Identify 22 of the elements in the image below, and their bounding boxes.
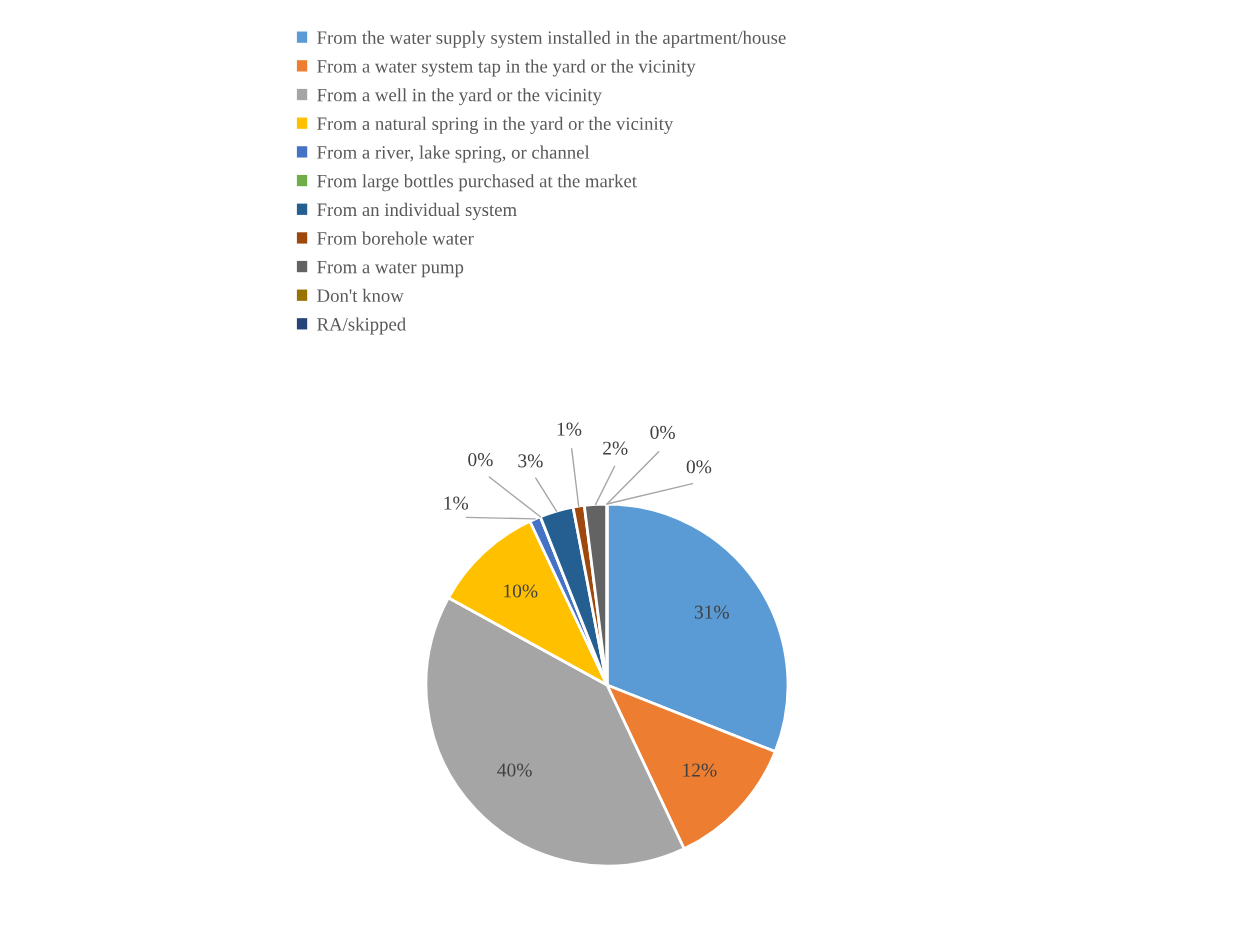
legend-label: From an individual system [317, 202, 517, 220]
legend-label: From a natural spring in the yard or the vicinity [317, 116, 674, 134]
data-label: 40% [497, 763, 532, 777]
data-label: 1% [557, 422, 582, 436]
data-label: 31% [694, 605, 729, 619]
legend-label: From a well in the yard or the vicinity [317, 88, 602, 106]
data-label: 1% [444, 496, 469, 510]
legend-label: From large bottles purchased at the market [317, 174, 637, 192]
data-label: 10% [504, 584, 538, 598]
legend-label: RA/skipped [317, 317, 406, 335]
legend-label: From a river, lake spring, or channel [317, 145, 590, 163]
text: 0% [686, 460, 712, 474]
data-label: 3% [518, 454, 543, 468]
data-label: 12% [683, 763, 717, 777]
text: 0% [468, 453, 493, 467]
legend-label: From a water system tap in the yard or the vicinity [317, 59, 696, 77]
data-label: 2% [603, 441, 628, 455]
legend-label: From borehole water [317, 231, 474, 245]
legend-label: From the water supply system installed in the apartment/house [317, 30, 786, 48]
legend-label: Don't know [317, 288, 404, 302]
legend-label: From a water pump [317, 260, 464, 278]
text: 0% [650, 425, 675, 439]
